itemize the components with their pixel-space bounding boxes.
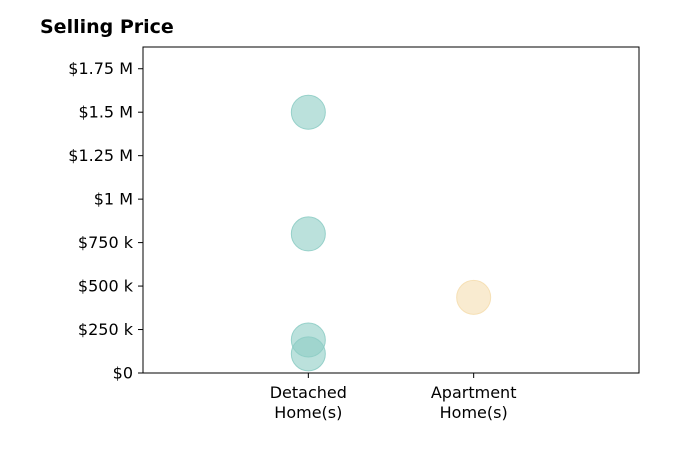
chart-title: Selling Price [40,16,174,38]
y-tick-label: $500 k [78,277,134,296]
x-tick-label-line: Home(s) [440,403,508,422]
x-axis: Detached Home(s)Apartment Home(s) [270,373,517,422]
data-point [456,279,492,315]
y-tick-label: $1.5 M [78,103,133,122]
plot-frame [142,46,640,374]
x-tick-label: Detached Home(s) [270,383,347,422]
y-tick-label: $1.25 M [68,146,133,165]
x-tick-label-line: Apartment [431,383,517,402]
y-axis: $0 $250 k $500 k $750 k $1 M $1.25 M $1.5 M $1.… [68,59,143,383]
y-tick-label: $750 k [78,233,134,252]
y-tick-label: $1 M [94,190,133,209]
data-point [290,336,326,372]
x-tick-label: Apartment Home(s) [431,383,517,422]
y-tick-label: $1.75 M [68,59,133,78]
points-layer [290,94,492,372]
data-point [290,94,326,130]
x-tick-label-line: Home(s) [274,403,342,422]
y-tick-label: $0 [113,364,133,383]
y-tick-label: $250 k [78,320,134,339]
data-point [290,216,326,252]
x-tick-label-line: Detached [270,383,347,402]
